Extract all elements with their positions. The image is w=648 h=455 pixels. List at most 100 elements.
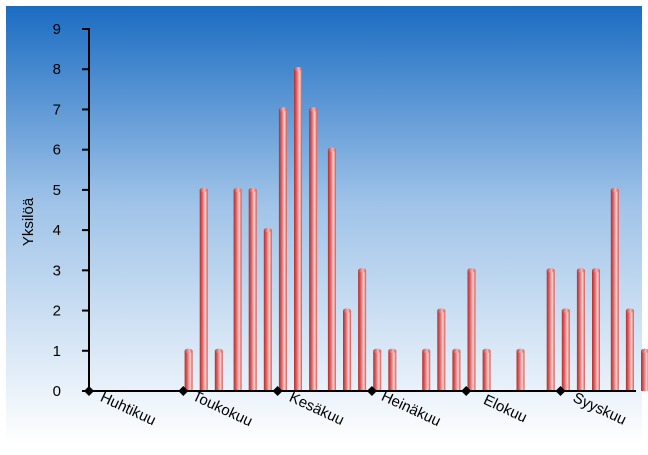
bars [184,67,648,391]
bar-body [294,69,303,391]
y-axis-title: Yksilöä [20,197,37,246]
bar-cap [625,308,634,313]
x-tick-marker [555,386,566,396]
bar-cap [214,348,223,353]
y-tick-label: 4 [53,222,61,239]
bar [482,348,491,391]
bar [625,308,634,391]
bar-body [214,350,223,391]
bar-body [641,350,648,391]
bar-cap [516,348,525,353]
bar-cap [373,348,382,353]
bar [358,268,367,391]
bar [294,67,303,391]
bar-body [373,350,382,391]
bar-cap [358,268,367,273]
bar-body [576,270,585,391]
bar-body [625,310,634,391]
bar-cap [248,187,257,193]
bar-body [309,109,318,391]
bar [309,107,318,391]
bar [452,348,461,391]
y-tick-label: 7 [53,101,61,118]
bar-body [278,109,287,391]
bar-cap [327,147,336,152]
bar-body [248,189,257,391]
bar-cap [388,348,397,353]
bar-body [233,189,242,391]
bar-cap [561,308,570,313]
bar-cap [263,227,272,233]
bar-body [467,270,476,391]
bar-cap [437,308,446,313]
y-tick-label: 2 [53,303,61,320]
bar [214,348,223,391]
bar-body [437,310,446,391]
bar [199,187,208,391]
x-tick-marker [366,386,377,396]
x-tick-marker [84,386,94,396]
bar [546,268,555,391]
bar-body [546,270,555,391]
bar-body [482,350,491,391]
bar [467,268,476,391]
bar-cap [343,308,352,313]
bar [576,268,585,391]
bar [343,308,352,391]
x-tick-marker [461,386,472,396]
bar-cap [592,268,601,273]
y-axis: 0 1 2 3 4 5 6 7 8 9 [53,21,90,400]
bar-cap [576,268,585,273]
bar-body [199,189,208,391]
bar [233,187,242,391]
bar-body [327,149,336,391]
bar-cap [278,107,287,112]
plot-background [6,6,642,444]
y-tick-label: 6 [53,142,61,159]
bar-cap [452,348,461,353]
bar [184,348,193,391]
bar-body [452,350,461,391]
bar-body [343,310,352,391]
bar-cap [294,67,303,72]
y-tick-label: 5 [53,182,61,199]
bar [327,147,336,391]
bar-body [561,310,570,391]
bar-cap [641,348,648,353]
bar [561,308,570,391]
bar-body [422,350,431,391]
bar [516,348,525,391]
bar [422,348,431,391]
bar-cap [309,107,318,112]
bar-body [388,350,397,391]
bar-body [516,350,525,391]
bar-cap [610,187,619,193]
bar-cap [199,187,208,193]
bar [437,308,446,391]
bar-cap [233,187,242,193]
bar-cap [184,348,193,353]
x-tick-marker [178,386,189,396]
bar-body [263,230,272,391]
y-tick-label: 1 [53,343,61,360]
x-tick-marker [272,386,283,396]
y-tick-label: 0 [53,383,61,400]
bar [373,348,382,391]
bar [248,187,257,391]
bar-cap [482,348,491,353]
bar-cap [467,268,476,273]
bar [641,348,648,391]
bar [388,348,397,391]
bar [278,107,287,391]
bar [592,268,601,391]
bar-body [184,350,193,391]
bar-body [610,189,619,391]
bar-cap [422,348,431,353]
bar-cap [546,268,555,273]
y-tick-label: 9 [53,21,61,38]
bar-body [592,270,601,391]
bar [610,187,619,391]
y-tick-label: 8 [53,61,61,78]
